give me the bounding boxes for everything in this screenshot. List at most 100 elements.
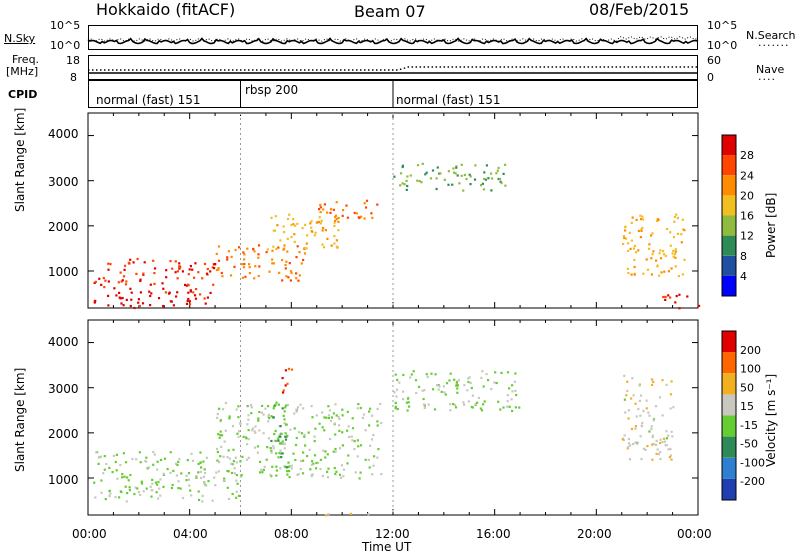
velocity-cell-6 bbox=[327, 513, 330, 516]
power-cell-1 bbox=[213, 267, 216, 270]
velocity-cell-1 bbox=[258, 429, 261, 432]
velocity-cell-5 bbox=[655, 452, 658, 455]
velocity-colorbar-tick-7: -200 bbox=[740, 475, 765, 488]
power-cell-5 bbox=[460, 163, 463, 166]
velocity-cell-1 bbox=[246, 405, 249, 408]
velocity-cell-2 bbox=[480, 376, 483, 379]
velocity-cell-1 bbox=[380, 421, 383, 425]
power-cell-1 bbox=[142, 273, 145, 276]
power-cell-3 bbox=[319, 222, 322, 225]
power-cell-2 bbox=[257, 274, 260, 278]
velocity-cell-1 bbox=[250, 412, 253, 415]
power-cell-3 bbox=[296, 222, 299, 225]
velocity-cell-1 bbox=[376, 424, 379, 427]
power-cell-2 bbox=[215, 268, 219, 272]
velocity-cell-1 bbox=[326, 470, 329, 473]
velocity-cell-1 bbox=[278, 433, 281, 436]
velocity-cell-1 bbox=[269, 473, 272, 476]
velocity-cell-1 bbox=[324, 456, 327, 459]
velocity-cell-1 bbox=[311, 460, 314, 463]
power-cell-1 bbox=[165, 269, 168, 272]
velocity-colorbar-tick-0: 200 bbox=[740, 344, 761, 357]
velocity-cell-2 bbox=[437, 384, 440, 387]
velocity-cell-0 bbox=[140, 482, 144, 485]
power-cell-6 bbox=[646, 268, 649, 271]
velocity-cell-0 bbox=[163, 457, 167, 460]
power-cell-2 bbox=[226, 258, 229, 261]
power-cell-3 bbox=[337, 229, 340, 232]
power-cell-5 bbox=[490, 189, 493, 192]
velocity-cell-1 bbox=[215, 447, 219, 451]
velocity-cell-0 bbox=[108, 495, 111, 498]
power-cell-0 bbox=[203, 297, 206, 300]
velocity-cell-1 bbox=[295, 436, 298, 440]
velocity-cell-6 bbox=[349, 512, 352, 515]
power-cell-1 bbox=[161, 282, 164, 285]
noise-sky-trace bbox=[87, 37, 699, 45]
velocity-cell-5 bbox=[627, 446, 630, 449]
velocity-cell-1 bbox=[332, 412, 335, 415]
power-cell-0 bbox=[129, 287, 132, 290]
velocity-cell-1 bbox=[298, 431, 301, 434]
velocity-cell-0 bbox=[139, 493, 142, 497]
power-cell-6 bbox=[640, 228, 643, 231]
velocity-cell-5 bbox=[661, 379, 664, 382]
power-cell-5 bbox=[458, 182, 461, 185]
velocity-cell-5 bbox=[662, 437, 666, 440]
velocity-cell-1 bbox=[272, 445, 275, 448]
power-cell-0 bbox=[187, 291, 190, 294]
velocity-cell-5 bbox=[665, 383, 668, 386]
velocity-cell-2 bbox=[454, 406, 458, 409]
velocity-cell-1 bbox=[326, 453, 329, 456]
power-cell-6 bbox=[680, 241, 683, 244]
power-cell-6 bbox=[659, 249, 662, 252]
velocity-cell-1 bbox=[235, 461, 238, 464]
power-cell-2 bbox=[298, 251, 301, 254]
power-cell-6 bbox=[681, 218, 684, 221]
noise-left-tick-top: 10^5 bbox=[50, 19, 81, 32]
power-cell-1 bbox=[188, 268, 191, 271]
velocity-cell-0 bbox=[237, 494, 241, 497]
power-cell-2 bbox=[243, 263, 246, 266]
velocity-cell-0 bbox=[151, 478, 154, 481]
velocity-cell-4 bbox=[280, 456, 283, 459]
velocity-cell-1 bbox=[317, 461, 320, 464]
velocity-cell-1 bbox=[294, 458, 297, 462]
power-cell-0 bbox=[149, 294, 152, 298]
velocity-cell-1 bbox=[227, 449, 230, 452]
velocity-cell-1 bbox=[292, 452, 295, 455]
velocity-cell-2 bbox=[457, 379, 460, 382]
velocity-cell-1 bbox=[342, 468, 345, 471]
velocity-cell-1 bbox=[314, 427, 317, 430]
velocity-cell-1 bbox=[346, 410, 349, 413]
power-cell-5 bbox=[468, 173, 471, 176]
velocity-cell-0 bbox=[134, 486, 137, 489]
velocity-cell-2 bbox=[402, 373, 405, 377]
velocity-cell-0 bbox=[179, 487, 182, 490]
power-cell-3 bbox=[335, 218, 338, 221]
power-cell-0 bbox=[185, 284, 188, 287]
velocity-cell-1 bbox=[247, 418, 250, 421]
velocity-cell-2 bbox=[407, 401, 410, 404]
velocity-cell-1 bbox=[283, 422, 286, 425]
power-cell-1 bbox=[104, 279, 107, 282]
power-cell-2 bbox=[254, 265, 257, 268]
power-cell-1 bbox=[187, 273, 190, 276]
velocity-cell-2 bbox=[402, 398, 405, 401]
velocity-cell-0 bbox=[197, 462, 200, 466]
velocity-cell-5 bbox=[670, 380, 673, 383]
velocity-cell-1 bbox=[259, 471, 262, 474]
power-cell-1 bbox=[153, 267, 157, 270]
noise-right-tick-top: 10^5 bbox=[707, 19, 738, 32]
power-cell-1 bbox=[187, 284, 190, 287]
power-cell-1 bbox=[98, 277, 101, 280]
velocity-cell-5 bbox=[640, 458, 643, 461]
velocity-cell-5 bbox=[661, 414, 664, 417]
velocity-cell-0 bbox=[200, 466, 203, 469]
velocity-cell-1 bbox=[329, 419, 332, 423]
velocity-cell-1 bbox=[283, 418, 286, 421]
station-title: Hokkaido (fitACF) bbox=[96, 0, 236, 19]
velocity-cell-2 bbox=[502, 406, 505, 409]
velocity-cell-1 bbox=[222, 408, 225, 411]
power-cell-0 bbox=[176, 291, 179, 294]
